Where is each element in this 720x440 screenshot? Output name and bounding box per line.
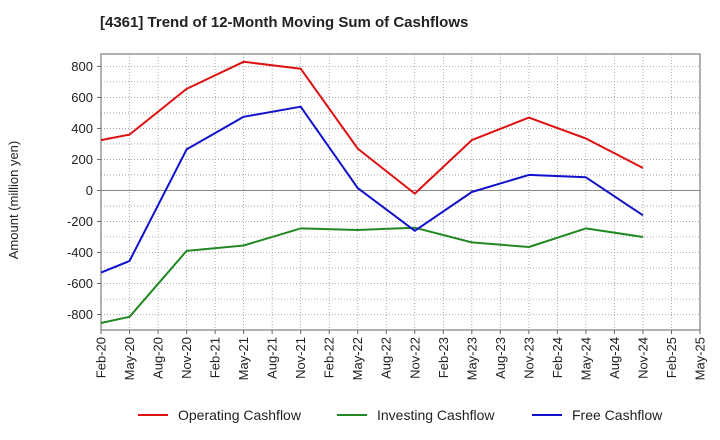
x-tick-label: Aug-22 [379, 337, 394, 379]
y-tick-label: -800 [67, 307, 93, 322]
x-tick-label: Feb-22 [322, 337, 337, 378]
x-tick-label: May-23 [464, 337, 479, 380]
x-tick-label: Feb-24 [550, 337, 565, 378]
legend: Operating Cashflow Investing Cashflow Free… [138, 407, 663, 423]
x-tick-label: May-25 [693, 337, 708, 380]
x-tick-label: Aug-23 [493, 337, 508, 379]
x-tick-label: Nov-23 [521, 337, 536, 379]
x-tick-label: Aug-24 [607, 337, 622, 379]
plot-frame [100, 53, 701, 331]
legend-label-free-cashflow: Free Cashflow [572, 407, 663, 423]
chart-title: [4361] Trend of 12-Month Moving Sum of C… [100, 14, 469, 31]
y-tick-label: 200 [71, 152, 93, 167]
x-tick-label: Nov-20 [179, 337, 194, 379]
x-tick-label: Nov-24 [635, 337, 650, 379]
y-tick-label: -400 [67, 245, 93, 260]
legend-label-operating-cashflow: Operating Cashflow [178, 407, 302, 423]
x-tick-label: May-20 [122, 337, 137, 380]
legend-label-investing-cashflow: Investing Cashflow [377, 407, 495, 423]
series-line-operating-cashflow [100, 60, 644, 195]
series-line-investing-cashflow [100, 226, 644, 324]
series-lines [100, 60, 644, 324]
x-tick-label: Nov-21 [293, 337, 308, 379]
y-tick-label: 800 [71, 59, 93, 74]
y-tick-label: 600 [71, 90, 93, 105]
y-tick-label: 0 [86, 183, 93, 198]
x-tick-label: Nov-22 [407, 337, 422, 379]
x-tick-label: Aug-20 [151, 337, 166, 379]
y-axis-label: Amount (million yen) [6, 141, 21, 260]
y-tick-label: -600 [67, 276, 93, 291]
y-tick-label: -200 [67, 214, 93, 229]
x-tick-label: Feb-21 [208, 337, 223, 378]
x-tick-label: Aug-21 [265, 337, 280, 379]
x-tick-label: Feb-23 [436, 337, 451, 378]
series-line-free-cashflow [100, 105, 644, 274]
y-tick-label: 400 [71, 121, 93, 136]
x-tick-label: May-24 [578, 337, 593, 380]
x-tick-label: May-21 [236, 337, 251, 380]
x-tick-label: Feb-20 [94, 337, 109, 378]
x-tick-label: May-22 [350, 337, 365, 380]
grid-lines [100, 54, 701, 330]
x-tick-label: Feb-25 [664, 337, 679, 378]
